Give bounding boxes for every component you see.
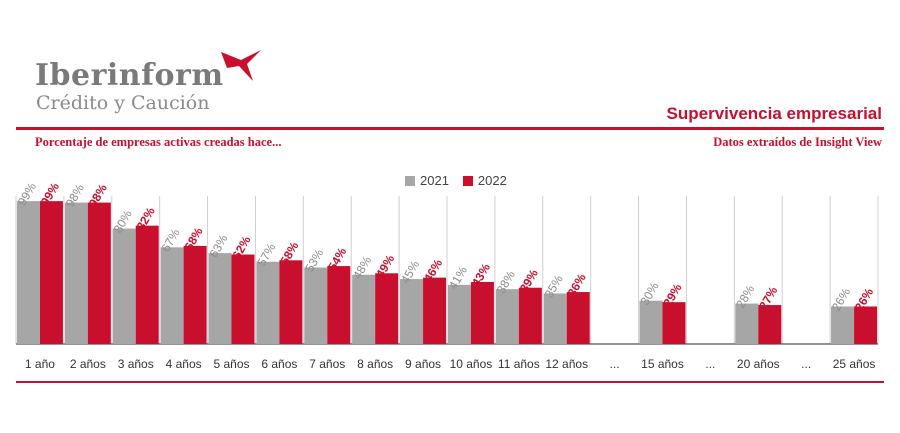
legend-swatch — [462, 175, 473, 186]
x-tick-label: ... — [610, 357, 620, 371]
bar-2022 — [423, 277, 447, 344]
bar-2021 — [639, 300, 663, 344]
bar-2022 — [566, 292, 590, 344]
bar-2022 — [375, 273, 399, 344]
data-source: Datos extraídos de Insight View — [713, 135, 882, 149]
legend-swatch — [405, 175, 415, 186]
x-tick-label: ... — [801, 357, 811, 371]
bar-2021 — [447, 284, 471, 344]
x-tick-label: 3 años — [118, 357, 154, 371]
x-tick-label: 1 año — [25, 357, 55, 371]
legend-item-2022: 2022 — [462, 173, 507, 188]
bar-2022 — [87, 202, 111, 344]
footer-rule — [16, 381, 884, 383]
bar-2021 — [304, 267, 328, 344]
bar-2021 — [831, 306, 855, 344]
bar-2021 — [256, 261, 280, 344]
bar-2022 — [854, 306, 878, 344]
bar-2022 — [135, 225, 159, 344]
bar-2021 — [208, 253, 232, 344]
x-tick-label: 25 años — [833, 357, 876, 371]
legend-item-2021: 2021 — [405, 173, 449, 188]
bar-2022 — [183, 245, 207, 344]
bar-2021 — [112, 228, 136, 344]
x-tick-label: 11 años — [498, 357, 540, 371]
brand-logo: Iberinform Crédito y Caución — [35, 50, 261, 114]
bar-2022 — [518, 287, 542, 344]
chart-headline: Supervivencia empresarial — [666, 104, 882, 123]
brand-subname: Crédito y Caución — [36, 92, 210, 114]
bar-2022 — [279, 260, 303, 344]
legend-label: 2022 — [477, 173, 507, 188]
bar-2021 — [16, 201, 40, 344]
bar-2022 — [327, 266, 351, 344]
x-tick-label: 20 años — [737, 357, 780, 371]
x-tick-label: 5 años — [213, 357, 249, 371]
bird-icon — [221, 50, 261, 81]
x-tick-label: ... — [705, 357, 715, 371]
legend-label: 2021 — [420, 173, 449, 188]
x-tick-label: 8 años — [357, 357, 393, 371]
bar-2021 — [400, 279, 424, 344]
bar-2022 — [662, 302, 686, 344]
bar-2021 — [543, 293, 567, 344]
x-tick-label: 9 años — [405, 357, 441, 371]
x-tick-label: 4 años — [166, 357, 202, 371]
brand-name: Iberinform — [35, 58, 224, 93]
bar-2021 — [352, 274, 376, 344]
x-tick-label: 6 años — [261, 357, 297, 371]
bar-2022 — [758, 305, 782, 344]
bar-2021 — [64, 202, 88, 344]
bar-2022 — [39, 201, 63, 344]
bar-2021 — [735, 303, 759, 344]
bar-2022 — [231, 254, 255, 344]
chart-legend: 2021 2022 — [405, 173, 507, 188]
header-rule — [16, 127, 884, 130]
bar-2022 — [470, 281, 494, 344]
x-tick-label: 15 años — [641, 357, 684, 371]
x-tick-label: 12 años — [545, 357, 588, 371]
x-tick-label: 10 años — [450, 357, 493, 371]
bar-2021 — [160, 247, 184, 344]
x-tick-label: 7 años — [309, 357, 345, 371]
bar-2021 — [495, 289, 519, 344]
chart-subtitle: Porcentaje de empresas activas creadas h… — [35, 135, 282, 149]
x-tick-label: 2 años — [70, 357, 106, 371]
